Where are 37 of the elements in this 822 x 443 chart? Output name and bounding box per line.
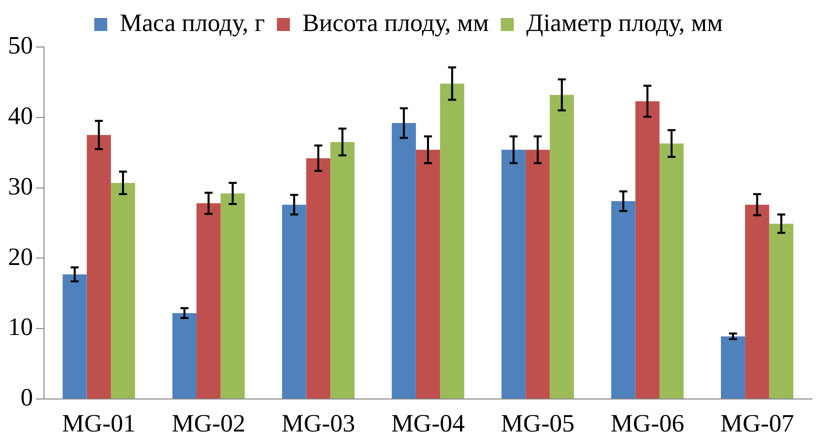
bar [611,201,636,398]
legend-label: Висота плоду, мм [302,10,489,38]
x-tick-label: MG-06 [610,410,684,438]
bar [220,193,245,398]
bar [502,150,526,398]
x-tick-label: MG-05 [500,410,575,438]
bar [440,84,464,398]
bar [172,313,197,398]
x-tick-label: MG-01 [62,410,136,438]
x-tick-label: MG-02 [172,410,246,438]
y-tick-label: 50 [8,32,33,60]
x-tick-label: MG-07 [720,410,794,438]
bar [769,224,794,398]
x-tick-label: MG-04 [391,410,466,438]
bar [720,336,746,398]
bar [526,150,550,398]
bar [196,203,221,398]
bar [416,150,440,398]
bar [550,94,574,398]
y-tick-label: 20 [8,244,33,271]
bar [86,135,111,398]
bar [110,182,136,398]
legend-label: Маса плоду, г [120,10,265,38]
bar [745,204,770,398]
bar [635,101,660,398]
y-tick-label: 10 [8,314,33,342]
x-tick-label: MG-03 [281,410,356,438]
bar [330,142,354,398]
y-tick-label: 30 [8,173,33,200]
bar [306,158,330,398]
bar [282,204,306,398]
bar [392,123,416,398]
legend-label: Діаметр плоду, мм [526,10,723,38]
y-tick-label: 40 [8,102,33,130]
y-tick-label: 0 [20,384,33,412]
bar [659,143,684,398]
bar [62,274,87,398]
